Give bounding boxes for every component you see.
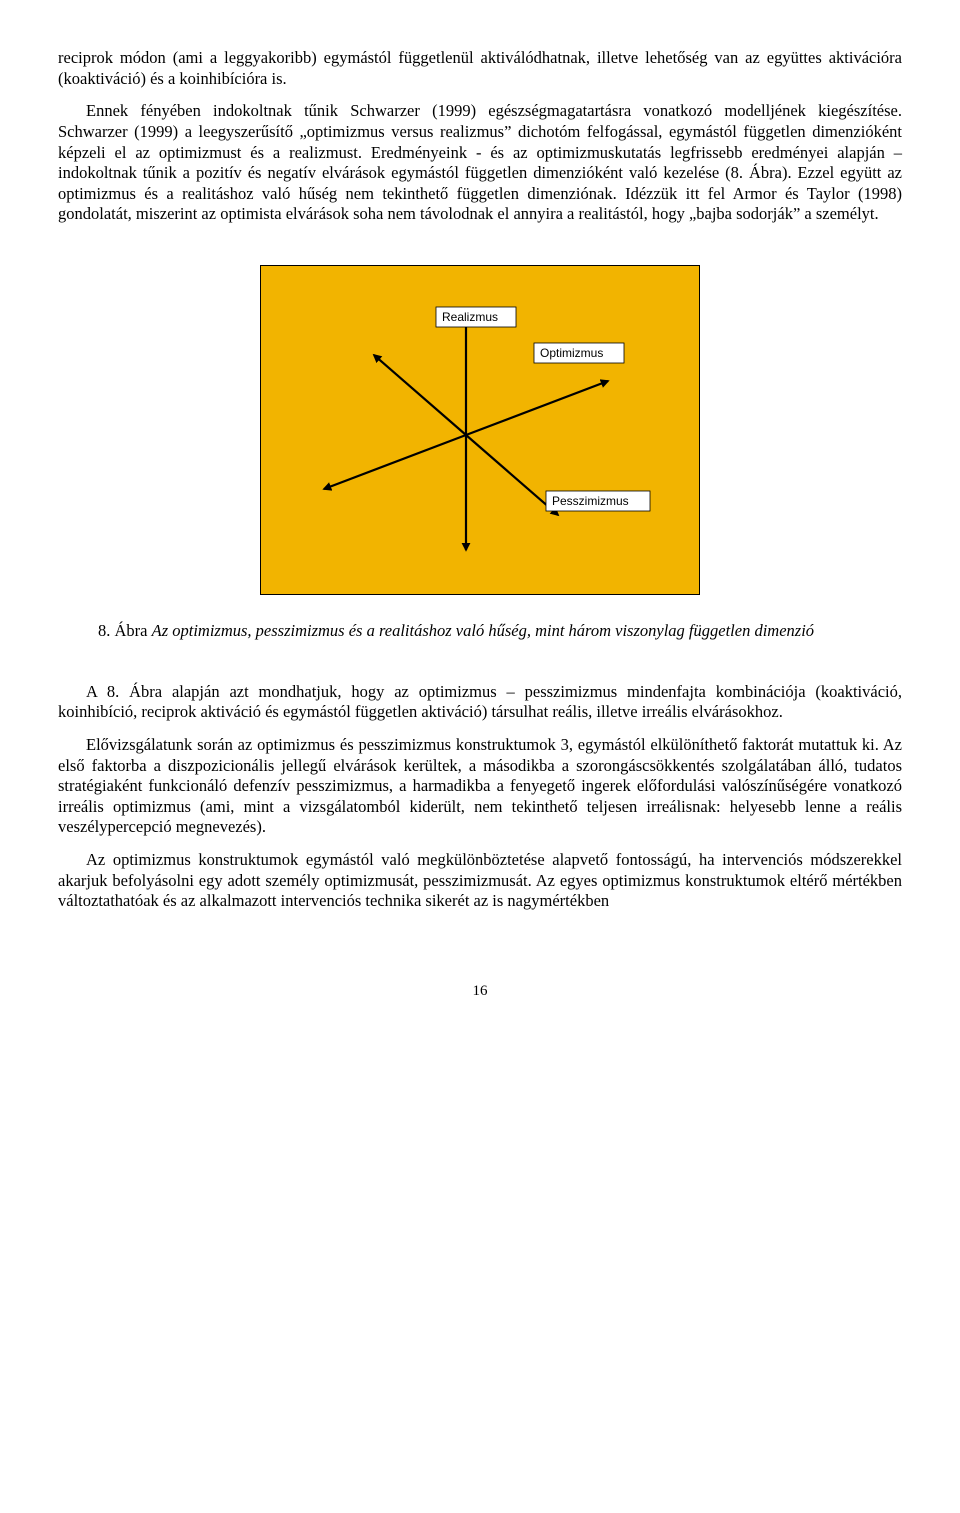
page-number: 16	[58, 982, 902, 1001]
figure-label-realizmus: Realizmus	[442, 310, 498, 324]
caption-lead: 8. Ábra	[98, 621, 152, 640]
figure-8-container: Realizmus Optimizmus Pesszimizmus	[58, 265, 902, 595]
caption-body: Az optimizmus, pesszimizmus és a realitá…	[152, 621, 814, 640]
figure-8-caption: 8. Ábra Az optimizmus, pesszimizmus és a…	[98, 621, 902, 642]
figure-label-optimizmus: Optimizmus	[540, 346, 603, 360]
paragraph-4: Elővizsgálatunk során az optimizmus és p…	[58, 735, 902, 838]
paragraph-3: A 8. Ábra alapján azt mondhatjuk, hogy a…	[58, 682, 902, 723]
paragraph-2: Ennek fényében indokoltnak tűnik Schwarz…	[58, 101, 902, 225]
paragraph-1: reciprok módon (ami a leggyakoribb) egym…	[58, 48, 902, 89]
paragraph-5: Az optimizmus konstruktumok egymástól va…	[58, 850, 902, 912]
figure-label-pesszimizmus: Pesszimizmus	[552, 494, 629, 508]
figure-8-diagram: Realizmus Optimizmus Pesszimizmus	[260, 265, 700, 595]
